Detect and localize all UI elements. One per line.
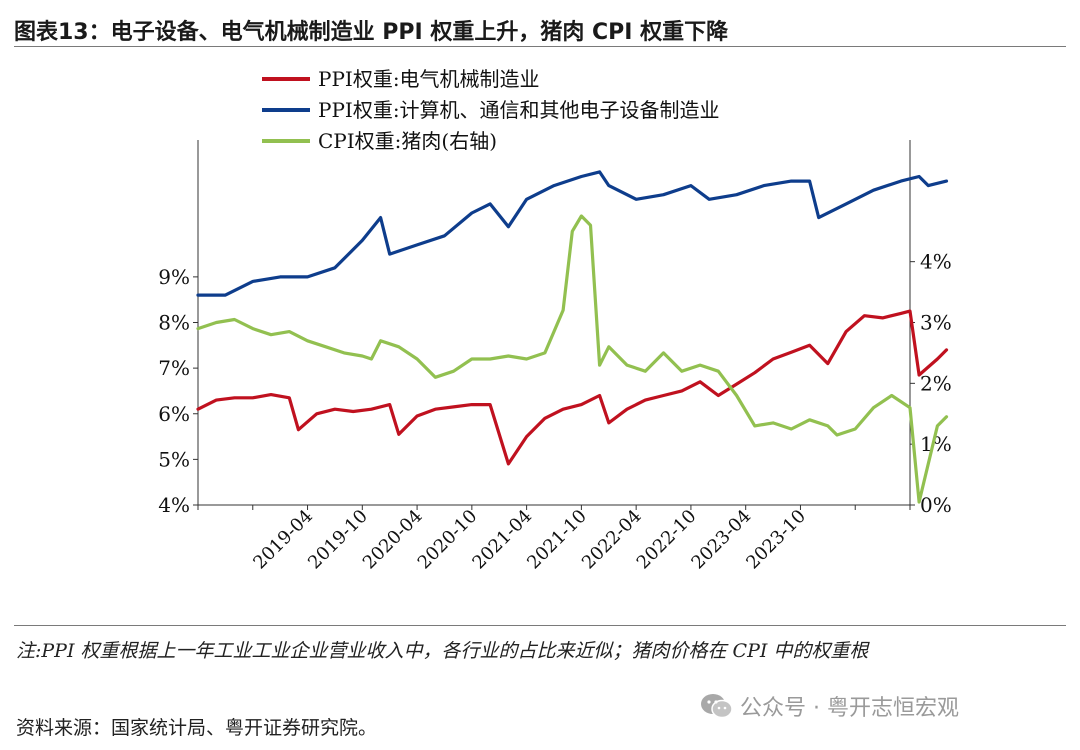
watermark: 公众号 · 粤开志恒宏观 [700, 690, 959, 722]
line-chart: PPI权重:电气机械制造业 PPI权重:计算机、通信和其他电子设备制造业 CPI权重… [158, 67, 952, 574]
x-tick-label: 2020-04 [359, 506, 427, 574]
right-tick-label: 2% [920, 371, 952, 395]
x-tick-label: 2020-10 [414, 506, 482, 574]
chart-note: 注:PPI 权重根据上一年工业工业企业营业收入中，各行业的占比来近似；猪肉价格在… [16, 640, 869, 662]
left-tick-label: 8% [158, 311, 190, 335]
x-tick-label: 2023-10 [742, 506, 810, 574]
right-tick-label: 4% [920, 250, 952, 274]
plot-area [196, 170, 949, 504]
series-line-3 [196, 214, 949, 504]
left-tick-label: 4% [158, 493, 190, 517]
series-line-1 [196, 309, 949, 466]
x-tick-label: 2023-04 [687, 506, 755, 574]
x-tick-label: 2021-04 [468, 506, 536, 574]
legend-label-1: PPI权重:电气机械制造业 [318, 67, 540, 91]
left-tick-label: 5% [158, 447, 190, 471]
chart-legend: PPI权重:电气机械制造业 PPI权重:计算机、通信和其他电子设备制造业 CPI权重… [262, 67, 720, 153]
legend-label-2: PPI权重:计算机、通信和其他电子设备制造业 [318, 98, 720, 122]
left-tick-label: 6% [158, 402, 190, 426]
watermark-text: 公众号 · 粤开志恒宏观 [740, 696, 959, 721]
right-tick-label: 3% [920, 311, 952, 335]
legend-label-3: CPI权重:猪肉(右轴) [318, 129, 497, 153]
wechat-icon [701, 694, 733, 719]
x-tick-label: 2019-10 [304, 506, 372, 574]
right-tick-label: 0% [920, 493, 952, 517]
chart-title: 图表13：电子设备、电气机械制造业 PPI 权重上升，猪肉 CPI 权重下降 [14, 20, 729, 45]
left-tick-label: 7% [158, 356, 190, 380]
x-tick-label: 2022-10 [633, 506, 701, 574]
series-line-2 [196, 170, 949, 297]
x-tick-label: 2019-04 [249, 506, 317, 574]
note-divider [14, 625, 1066, 626]
title-divider [14, 46, 1066, 47]
x-tick-label: 2021-10 [523, 506, 591, 574]
x-tick-label: 2022-04 [578, 506, 646, 574]
chart-source: 资料来源：国家统计局、粤开证券研究院。 [16, 717, 378, 739]
left-tick-label: 9% [158, 265, 190, 289]
